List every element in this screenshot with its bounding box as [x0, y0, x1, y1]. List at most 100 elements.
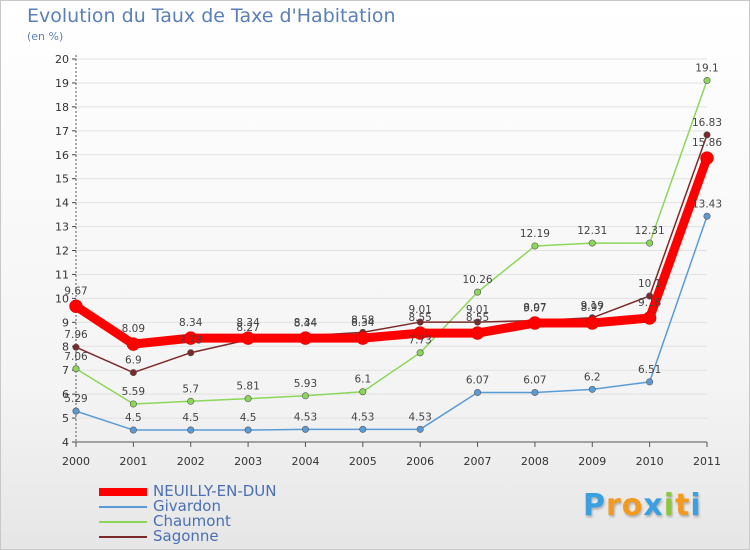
data-point-givardon	[244, 426, 252, 434]
y-tick-label: 10	[55, 292, 69, 305]
data-label-sagonne: 8.27	[236, 322, 259, 334]
x-tick-label: 2007	[464, 455, 492, 468]
data-label-sagonne: 16.83	[692, 117, 722, 129]
legend-swatch-neuilly	[99, 487, 147, 496]
legend-label-givardon: Givardon	[153, 497, 221, 515]
data-label-neuilly-en-dun: 8.34	[294, 317, 318, 329]
data-point-givardon	[646, 378, 654, 386]
data-label-sagonne: 7.96	[64, 329, 88, 341]
data-label-givardon: 5.29	[64, 393, 87, 405]
x-tick-label: 2008	[521, 455, 549, 468]
data-label-neuilly-en-dun: 8.97	[523, 302, 546, 314]
data-label-chaumont: 6.1	[354, 374, 371, 386]
y-tick-label: 7	[62, 364, 69, 377]
data-label-neuilly-en-dun: 8.34	[351, 317, 375, 329]
data-label-neuilly-en-dun: 8.34	[179, 317, 203, 329]
data-label-chaumont: 5.59	[122, 386, 145, 398]
data-label-givardon: 4.5	[182, 412, 199, 424]
data-label-neuilly-en-dun: 8.55	[466, 312, 489, 324]
data-label-chaumont: 10.26	[463, 274, 493, 286]
data-point-chaumont	[359, 388, 367, 396]
legend-item-givardon[interactable]: Givardon	[99, 499, 276, 514]
data-point-givardon	[416, 425, 424, 433]
data-point-chaumont	[301, 392, 309, 400]
data-label-sagonne: 8.58	[351, 314, 374, 326]
data-point-givardon	[703, 212, 711, 220]
legend-label-chaumont: Chaumont	[153, 512, 231, 530]
series-line-givardon	[75, 215, 708, 431]
chart-subtitle: (en %)	[27, 30, 64, 43]
data-label-chaumont: 5.93	[294, 378, 317, 390]
data-point-neuilly-en-dun	[241, 331, 255, 345]
data-point-chaumont	[531, 242, 539, 250]
series-line-chaumont	[75, 79, 708, 405]
y-tick-label: 9	[62, 316, 69, 329]
y-tick-label: 12	[55, 245, 69, 258]
x-tick-label: 2004	[291, 455, 319, 468]
data-point-neuilly-en-dun	[642, 311, 657, 325]
data-point-chaumont	[72, 365, 80, 373]
data-label-givardon: 4.53	[408, 411, 431, 423]
logo-letter: i	[690, 488, 702, 523]
data-point-givardon	[72, 407, 80, 415]
logo-letter: o	[621, 488, 644, 523]
data-label-chaumont: 12.31	[577, 225, 607, 237]
data-label-sagonne: 9.01	[408, 304, 431, 316]
y-tick-label: 6	[62, 388, 69, 401]
legend-item-sagonne[interactable]: Sagonne	[99, 529, 276, 544]
data-label-layer: 5.29 4.5 4.5 4.5 4.53 4.53 4.53 6.07 6.07 6.2 6.51…	[64, 63, 722, 424]
logo-letter: t	[675, 488, 691, 523]
data-point-chaumont	[588, 239, 596, 247]
logo-letter: P	[583, 488, 606, 523]
data-point-sagonne	[416, 318, 424, 326]
data-label-neuilly-en-dun: 15.86	[692, 137, 722, 149]
data-label-givardon: 6.2	[584, 371, 601, 383]
legend: NEUILLY-EN-DUN Givardon Chaumont Sagonne	[99, 484, 276, 544]
data-label-chaumont: 19.1	[695, 63, 718, 75]
data-label-neuilly-en-dun: 9.18	[638, 297, 661, 309]
x-tick-label: 2009	[578, 455, 606, 468]
data-label-chaumont: 5.7	[182, 383, 199, 395]
legend-item-neuilly[interactable]: NEUILLY-EN-DUN	[99, 484, 276, 499]
y-tick-label: 19	[55, 77, 69, 90]
data-point-sagonne	[187, 349, 195, 357]
data-label-sagonne: 10.1	[638, 278, 661, 290]
data-label-sagonne: 8.44	[294, 318, 318, 330]
data-point-neuilly-en-dun	[183, 331, 198, 345]
series-line-neuilly-en-dun	[71, 153, 712, 349]
data-label-givardon: 6.07	[523, 374, 546, 386]
data-point-neuilly-en-dun	[298, 331, 313, 345]
data-point-chaumont	[129, 400, 137, 408]
y-tick-label: 11	[55, 268, 69, 281]
data-label-chaumont: 7.73	[408, 335, 431, 347]
y-tick-label: 15	[55, 173, 69, 186]
x-tick-label: 2000	[62, 455, 90, 468]
legend-swatch-sagonne	[99, 535, 147, 538]
y-tick-label: 14	[55, 197, 69, 210]
data-point-sagonne	[129, 369, 137, 377]
data-point-givardon	[301, 425, 309, 433]
data-label-neuilly-en-dun: 8.34	[236, 317, 260, 329]
data-label-givardon: 13.43	[692, 198, 722, 210]
y-tick-label: 13	[55, 221, 69, 234]
data-label-sagonne: 9.19	[581, 300, 604, 312]
data-label-neuilly-en-dun: 8.09	[122, 323, 145, 335]
data-label-chaumont: 12.31	[635, 225, 665, 237]
x-tick-label: 2001	[119, 455, 147, 468]
data-point-neuilly-en-dun	[470, 326, 485, 340]
logo-letter: i	[663, 488, 676, 523]
data-point-neuilly-en-dun	[69, 299, 83, 314]
data-point-neuilly-en-dun	[528, 316, 542, 330]
data-label-sagonne: 6.9	[125, 355, 142, 367]
legend-item-chaumont[interactable]: Chaumont	[99, 514, 276, 529]
legend-swatch-chaumont	[99, 520, 147, 523]
data-point-sagonne	[474, 318, 482, 326]
data-label-sagonne: 9.07	[523, 303, 546, 315]
data-label-givardon: 4.53	[351, 411, 374, 423]
data-point-sagonne	[72, 343, 80, 351]
data-label-chaumont: 7.06	[64, 351, 88, 363]
data-point-givardon	[474, 388, 482, 396]
data-label-givardon: 4.5	[240, 412, 257, 424]
